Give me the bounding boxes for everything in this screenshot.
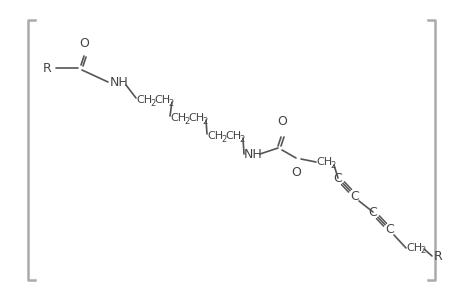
Text: CH: CH — [207, 131, 223, 141]
Text: O: O — [291, 166, 300, 179]
Text: R: R — [433, 250, 442, 262]
Text: CH: CH — [154, 95, 170, 105]
Text: CH: CH — [136, 95, 152, 105]
Text: 2: 2 — [239, 134, 244, 143]
Text: 2: 2 — [202, 116, 207, 125]
Text: CH: CH — [405, 243, 421, 253]
Text: 2: 2 — [150, 98, 155, 107]
Text: CH: CH — [315, 157, 331, 167]
Text: 2: 2 — [168, 98, 173, 107]
Text: NH: NH — [110, 76, 129, 88]
Text: C: C — [333, 172, 341, 184]
Text: CH: CH — [188, 113, 204, 123]
Text: C: C — [385, 224, 393, 236]
Text: CH: CH — [170, 113, 186, 123]
Text: R: R — [43, 61, 52, 74]
Text: O: O — [276, 115, 286, 128]
Text: C: C — [350, 190, 358, 202]
Text: C: C — [368, 206, 376, 218]
Text: 2: 2 — [329, 160, 335, 169]
Text: 2: 2 — [419, 247, 424, 256]
Text: NH: NH — [243, 148, 262, 160]
Text: CH: CH — [224, 131, 241, 141]
Text: O: O — [79, 37, 89, 50]
Text: 2: 2 — [184, 116, 189, 125]
Text: 2: 2 — [220, 134, 226, 143]
